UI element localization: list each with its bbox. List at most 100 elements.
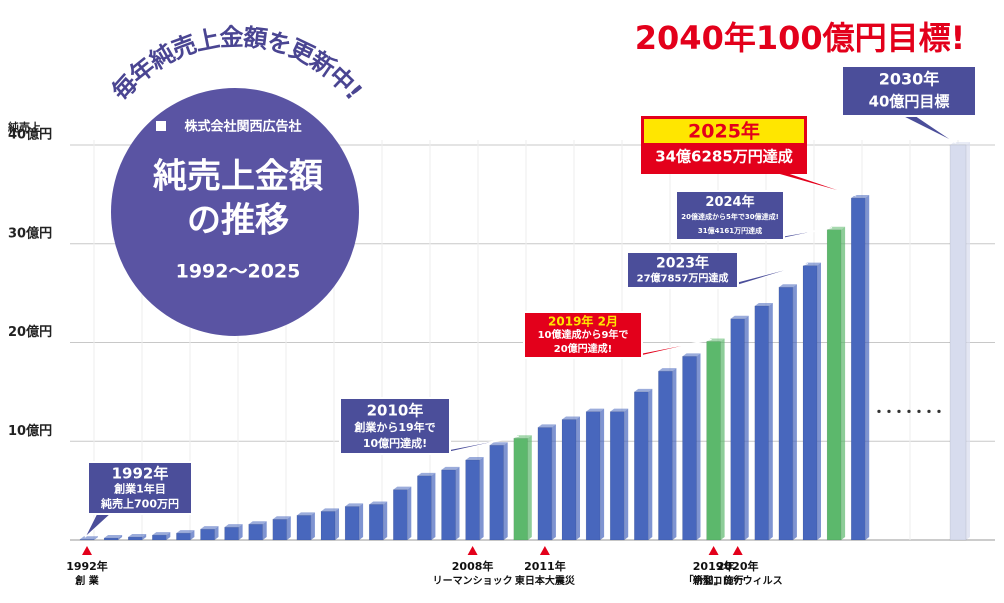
badge-circle [111,88,359,336]
bar-top [441,466,460,470]
event-marker [539,546,550,555]
bar [296,515,312,541]
event-marker [708,546,719,555]
bar-top [321,508,339,512]
bar [200,528,215,541]
y-tick-label: 20億円 [8,324,52,340]
bar-top [200,526,219,530]
callout-title: 2025年 [688,120,760,143]
bar [826,229,842,541]
callout-header [90,464,190,482]
bar [537,427,553,541]
bar [513,438,529,541]
bar-top [176,530,195,534]
callout-title: 2024年 [705,194,754,210]
bar-side [792,284,797,540]
badge-period: 1992～2025 [176,261,301,283]
bar-side [551,424,556,540]
bar [320,511,336,541]
bar-side [94,536,98,540]
bar-side [527,435,532,540]
event-marker [467,546,478,555]
x-tick-label: 2011年 [524,559,566,573]
callout-text: 20億円達成! [554,342,612,355]
bar-side [238,524,243,540]
bar-side [624,408,629,540]
callout-text: 27億7857万円達成 [637,272,729,285]
callout-text: 20億達成から5年で30億達成! [681,212,779,221]
bar [682,356,697,541]
bar-top [778,284,797,288]
x-tick-note: 東日本大震災 [515,574,576,587]
callout-text: 創業から19年で [353,420,435,434]
y-tick-label: 10億円 [8,423,52,439]
bar-side [841,226,846,541]
bar [417,475,432,541]
bar [176,532,191,541]
bar-top [489,442,508,446]
x-tick-label: 2008年 [452,559,494,573]
bar [368,504,384,541]
bar [393,489,408,541]
bar-side [286,516,291,540]
bar [224,526,239,541]
headline: 2040年100億円目標! [635,19,965,57]
x-tick-label: 1992年 [66,559,108,573]
bar-side [720,338,725,540]
bar-top [537,424,556,428]
badge-company: 株式会社関西広告社 [184,119,301,135]
callout-text: 40億円目標 [869,93,950,111]
callout-title: 2030年 [879,70,940,89]
bar-side [455,466,460,540]
bar-top [296,512,315,516]
bar-top [610,408,629,412]
callout-title: 2010年 [367,402,424,420]
badge-title: の推移 [187,201,289,241]
bar-top [682,353,701,357]
bar [609,411,625,541]
bar-top [224,524,243,528]
bar-side [600,408,605,540]
bar-side [696,353,701,540]
callout-text: 34億6285万円達成 [655,148,793,166]
bar-side [407,486,412,540]
callout-text: 10億達成から9年で [538,328,629,341]
bar-top [562,416,580,420]
callout-header [342,400,448,420]
x-tick-note: 創 業 [74,574,99,587]
bar-side [335,508,339,540]
bar-side [672,368,677,540]
x-tick-label: 2020年 [717,559,759,573]
bar-side [359,503,364,540]
bar-top [586,408,605,412]
bar [778,286,794,541]
gap-dots: ･･･････ [875,403,945,422]
bar [802,265,818,541]
bar [730,318,745,541]
y-tick-label: 40億円 [8,127,52,143]
bar [465,459,480,541]
bar-side [118,535,123,540]
bar-side [817,262,821,540]
bar [949,144,967,541]
bar [272,519,288,541]
bar-side [479,457,484,540]
bar [152,534,167,541]
bar-side [503,442,508,540]
bar-side [383,501,388,540]
bar-side [966,142,970,540]
bar-side [744,315,749,540]
bar [634,391,649,541]
bar-top [754,302,773,306]
bar-side [310,512,315,540]
bar-top [104,535,123,539]
bar-top [248,521,267,525]
bar-top [465,457,484,461]
callout-header [678,193,782,210]
bar [103,537,119,541]
bar [344,506,360,541]
bar [489,444,504,541]
bar-side [166,532,171,540]
